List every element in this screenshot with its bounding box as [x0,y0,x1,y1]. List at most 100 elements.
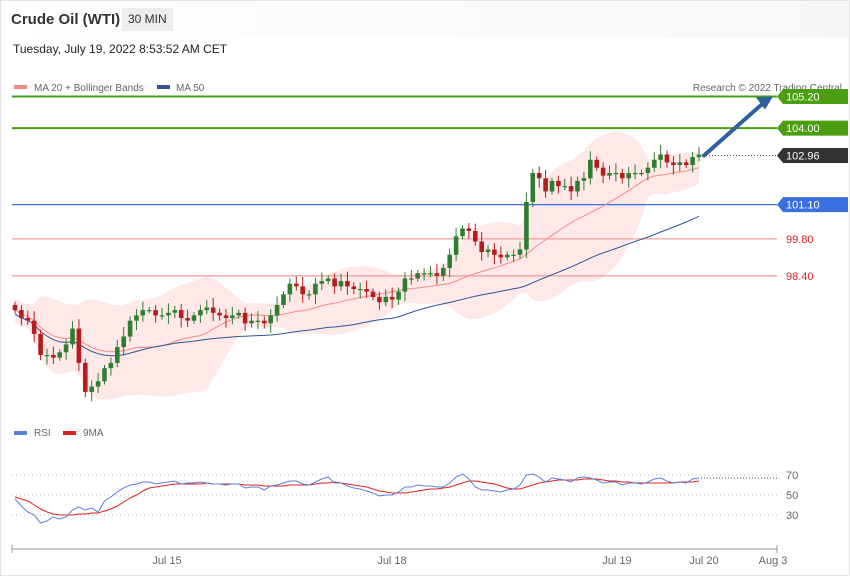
ma20-line [14,167,700,353]
candle-body [76,328,82,363]
candle-body [607,173,612,176]
rsi-legend-swatch [14,431,27,435]
rsi-tick-label: 50 [786,490,798,502]
candle-body [460,228,465,237]
candle-body [652,159,657,168]
moving-averages [14,167,700,357]
candle-body [409,278,414,280]
candle-body [543,178,548,192]
timestamp: Tuesday, July 19, 2022 8:53:52 AM CET [13,42,228,56]
ma50-line [14,215,700,357]
rsi-panel: 70 50 30 [12,470,798,524]
candle-body [191,315,197,321]
ma50-legend-swatch [157,85,170,89]
candle-body [377,296,382,303]
candle-body [38,333,43,355]
candle-body [262,320,267,324]
candle-body [159,315,165,317]
candle-body [536,173,542,179]
candle-body [172,310,178,313]
x-tick-label: Jul 18 [377,555,406,567]
candle-body [562,186,568,188]
candle-body [568,186,574,192]
rsi-line [14,473,700,524]
ma9-legend-label: 9MA [83,428,104,439]
level-tag-bg [777,88,848,104]
candle-body [204,307,210,311]
candle-body [492,249,497,255]
instrument-title: Crude Oil (WTI) [11,11,121,28]
support-level-label: 99.80 [786,234,814,246]
candle-body [70,328,75,345]
candle-body [294,283,299,287]
candle-body [319,281,325,284]
candle-body [102,368,107,382]
candle-body [594,159,599,168]
candle-body [396,291,401,300]
candle-body [683,162,689,165]
candle-body [549,180,555,192]
candle-body [300,286,305,295]
candle-body [89,386,94,392]
candle-body [696,154,702,158]
candle-body [223,315,229,318]
ma50-legend-label: MA 50 [176,83,205,94]
candle-body [121,336,126,348]
candle-body [146,310,152,312]
candle-body [690,157,695,165]
candle-body [434,273,440,276]
candle-body [51,355,56,358]
ma20-legend-label: MA 20 + Bollinger Bands [34,83,144,94]
candle-body [504,254,510,258]
candle-body [115,347,120,363]
candle-body [447,254,452,268]
candle-body [210,307,216,313]
candle-body [626,173,631,179]
candle-body [677,162,683,165]
candle-body [108,362,114,369]
candle-body [364,289,369,292]
level-tag-label: 105.20 [786,91,820,103]
candle-body [524,202,529,250]
candle-body [140,310,146,316]
candle-body [485,249,491,253]
ma9-legend-swatch [63,431,76,435]
candle-body [581,178,587,181]
rsi-tick-label: 70 [786,470,798,482]
candle-body [370,291,376,297]
candle-body [242,312,248,324]
candle-body [664,154,670,163]
interval-badge[interactable]: 30 MIN [122,8,173,31]
level-tag-bg [777,148,848,164]
level-lines [12,95,777,277]
candle-body [57,352,62,358]
rsi-tick-label: 30 [786,510,798,522]
bollinger-band-area [15,131,699,400]
candle-body [632,173,638,175]
candle-body [127,320,133,337]
candle-body [255,320,261,322]
candle-body [575,180,580,192]
rsi-legend-label: RSI [34,428,51,439]
level-tags: 105.20 104.00 102.96 101.10 99.80 98.40 [777,88,848,283]
candle-body [83,362,88,392]
candle-body [12,304,18,311]
candle-body [556,180,561,187]
x-tick-label: Jul 20 [689,555,718,567]
ma20-legend-swatch [14,85,27,89]
x-tick-label: Aug 3 [759,555,788,567]
candle-body [338,281,344,287]
candles [12,145,702,402]
candle-body [306,294,312,296]
candle-body [620,173,625,179]
candle-body [178,310,184,318]
candle-body [613,173,619,175]
candle-body [198,310,203,316]
candle-body [498,254,504,258]
candle-body [658,154,663,160]
candle-body [645,167,651,173]
candle-body [281,294,286,305]
candle-body [441,267,446,276]
